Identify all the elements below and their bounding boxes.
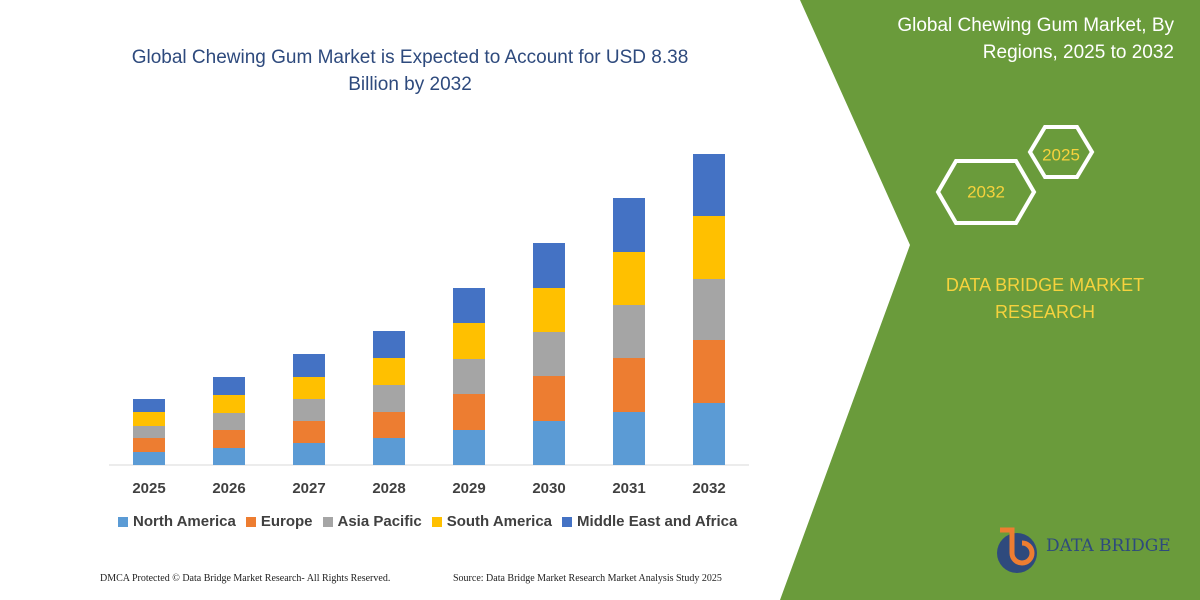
legend-item: Europe [245, 513, 313, 530]
bar-segment [613, 412, 645, 465]
bar-segment [693, 403, 725, 465]
bar-segment [133, 399, 165, 412]
bar-segment [613, 198, 645, 252]
bar-segment [373, 412, 405, 438]
x-tick-label: 2028 [372, 480, 405, 497]
legend-label: Asia Pacific [337, 513, 422, 530]
bar-segment [133, 452, 165, 465]
legend-swatch [562, 516, 573, 527]
bar-segment [693, 340, 725, 403]
logo-text: DATA BRIDGE [1046, 536, 1171, 556]
bar-segment [533, 332, 565, 376]
legend-item: North America [118, 513, 236, 530]
bar-segment [213, 430, 245, 448]
bar-segment [213, 413, 245, 430]
x-tick-label: 2026 [212, 480, 245, 497]
bar-segment [293, 443, 325, 465]
side-panel [780, 0, 1200, 600]
bar-segment [373, 385, 405, 412]
footer-text: DMCA Protected © Data Bridge Market Rese… [100, 573, 391, 584]
bar-segment [213, 377, 245, 395]
bar-segment [293, 354, 325, 377]
bar-segment [293, 377, 325, 399]
legend-label: South America [446, 513, 553, 530]
bar-segment [693, 279, 725, 340]
bar-segment [293, 421, 325, 443]
bar-segment [133, 412, 165, 426]
legend-label: North America [133, 513, 236, 530]
bar-segment [373, 358, 405, 385]
bar-segment [453, 430, 485, 465]
bar-segment [533, 243, 565, 288]
footer-text: Source: Data Bridge Market Research Mark… [453, 573, 722, 584]
bar-segment [373, 438, 405, 465]
bar-segment [533, 376, 565, 421]
bar-segment [613, 305, 645, 358]
legend-item: South America [431, 513, 553, 530]
bar-segment [693, 216, 725, 279]
bar-segment [373, 331, 405, 358]
legend-item: Middle East and Africa [562, 513, 737, 530]
hexagon-label: 2025 [1042, 145, 1080, 164]
x-tick-label: 2027 [292, 480, 325, 497]
legend: North America Europe Asia Pacific South Ame… [118, 513, 737, 530]
x-tick-label: 2032 [692, 480, 725, 497]
legend-label: Europe [260, 513, 313, 530]
chart-title: Global Chewing Gum Market is Expected to… [131, 47, 689, 95]
bar-segment [133, 438, 165, 452]
bar-segment [613, 358, 645, 412]
x-tick-label: 2031 [612, 480, 645, 497]
panel-title: Global Chewing Gum Market, By Regions, 2… [897, 15, 1174, 63]
legend-swatch [322, 516, 333, 527]
bar-segment [453, 394, 485, 430]
bar-segment [453, 323, 485, 359]
hexagon [1027, 125, 1095, 179]
legend-swatch [431, 516, 442, 527]
legend-label: Middle East and Africa [577, 513, 738, 530]
legend-swatch [118, 516, 128, 527]
logo-icon [1000, 527, 1035, 566]
x-tick-label: 2025 [132, 480, 165, 497]
legend-item: Asia Pacific [322, 513, 422, 530]
brand: DATA BRIDGE MARKET RESEARCH [945, 275, 1145, 322]
bar-segment [293, 399, 325, 421]
legend-swatch [245, 516, 256, 527]
bar-segment [693, 154, 725, 216]
bar-segment [213, 395, 245, 413]
hexagon-label: 2032 [967, 182, 1005, 201]
bar-segment [133, 426, 165, 438]
bar-segment [453, 288, 485, 323]
bar-segment [213, 448, 245, 465]
bar-segment [613, 252, 645, 305]
x-tick-label: 2030 [532, 480, 565, 497]
bar-segment [533, 288, 565, 332]
bar-segment [453, 359, 485, 394]
bar-segment [533, 421, 565, 465]
x-tick-label: 2029 [452, 480, 485, 497]
hexagon [935, 159, 1037, 225]
